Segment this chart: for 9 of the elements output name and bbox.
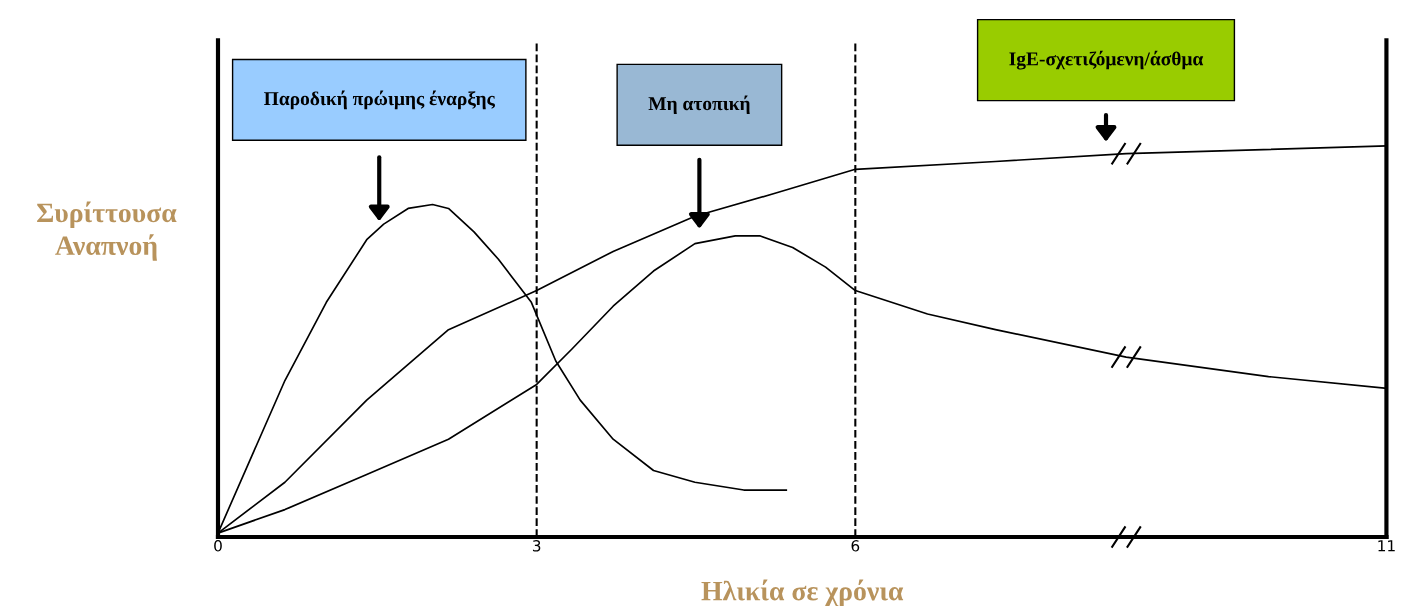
x-tick-label: 0 (214, 540, 222, 552)
text: Παροδική πρώιμης έναρξης (264, 90, 495, 110)
y-axis-title: Συρίττουσα Αναπνοή (37, 201, 177, 261)
text: Μη ατοπική (648, 95, 750, 115)
x-tick-label: 11 (1378, 540, 1395, 552)
text: IgE-σχετιζόμενη/άσθμα (1009, 50, 1204, 70)
x-axis-title: Ηλικία σε χρόνια (701, 579, 904, 607)
x-tick-label: 3 (532, 540, 541, 552)
x-tick-label: 6 (851, 540, 860, 552)
